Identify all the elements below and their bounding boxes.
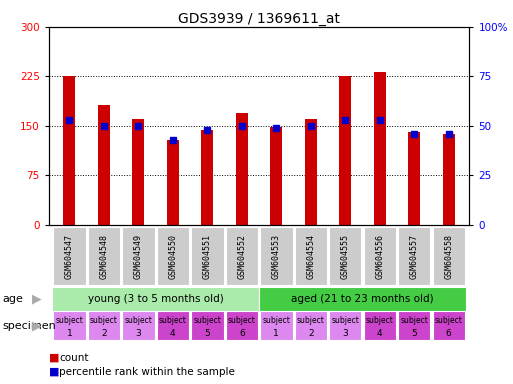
Text: ■: ■ [49, 353, 59, 362]
Bar [156, 311, 189, 340]
Text: subject: subject [400, 316, 428, 324]
Text: subject: subject [331, 316, 359, 324]
Bar [305, 119, 317, 225]
Bar [122, 227, 154, 285]
Bar [294, 311, 327, 340]
Bar [88, 311, 120, 340]
Bar [191, 311, 224, 340]
Bar [259, 287, 466, 311]
Bar [398, 311, 430, 340]
Text: count: count [59, 353, 89, 362]
Bar [226, 311, 258, 340]
Text: GSM604553: GSM604553 [272, 234, 281, 279]
Bar [167, 140, 179, 225]
Text: GSM604547: GSM604547 [65, 234, 74, 279]
Text: GSM604554: GSM604554 [306, 234, 315, 279]
Bar [53, 311, 86, 340]
Text: 1: 1 [67, 329, 72, 338]
Bar [339, 76, 351, 225]
Text: ▶: ▶ [32, 319, 42, 332]
Bar [64, 76, 75, 225]
Text: 6: 6 [446, 329, 451, 338]
Bar [329, 311, 362, 340]
Text: subject: subject [193, 316, 221, 324]
Text: GSM604551: GSM604551 [203, 234, 212, 279]
Bar [122, 311, 154, 340]
Bar [408, 132, 420, 225]
Text: young (3 to 5 months old): young (3 to 5 months old) [88, 294, 224, 304]
Text: 2: 2 [308, 329, 313, 338]
Text: 1: 1 [273, 329, 279, 338]
Bar [52, 287, 259, 311]
Text: subject: subject [125, 316, 152, 324]
Text: 5: 5 [205, 329, 210, 338]
Bar [398, 227, 430, 285]
Text: subject: subject [435, 316, 463, 324]
Bar [294, 227, 327, 285]
Bar [373, 72, 386, 225]
Text: GSM604555: GSM604555 [341, 234, 350, 279]
Bar [432, 311, 465, 340]
Bar [364, 311, 396, 340]
Bar [98, 105, 110, 225]
Text: GSM604552: GSM604552 [238, 234, 246, 279]
Text: GSM604557: GSM604557 [410, 234, 419, 279]
Text: 4: 4 [170, 329, 175, 338]
Text: subject: subject [262, 316, 290, 324]
Bar [236, 113, 248, 225]
Text: specimen: specimen [3, 321, 56, 331]
Text: subject: subject [55, 316, 83, 324]
Text: 4: 4 [377, 329, 383, 338]
Text: subject: subject [90, 316, 118, 324]
Text: percentile rank within the sample: percentile rank within the sample [59, 367, 235, 377]
Bar [191, 227, 224, 285]
Bar [443, 134, 455, 225]
Bar [270, 127, 282, 225]
Text: ■: ■ [49, 367, 59, 377]
Text: GSM604549: GSM604549 [134, 234, 143, 279]
Bar [226, 227, 258, 285]
Text: GSM604548: GSM604548 [100, 234, 108, 279]
Bar [53, 227, 86, 285]
Text: 3: 3 [135, 329, 141, 338]
Bar [260, 311, 292, 340]
Bar [364, 227, 396, 285]
Text: subject: subject [159, 316, 187, 324]
Text: age: age [3, 294, 24, 304]
Text: GSM604550: GSM604550 [168, 234, 177, 279]
Text: 2: 2 [101, 329, 107, 338]
Text: subject: subject [297, 316, 325, 324]
Bar [132, 119, 145, 225]
Text: subject: subject [228, 316, 256, 324]
Text: subject: subject [366, 316, 393, 324]
Text: 3: 3 [342, 329, 348, 338]
Text: 6: 6 [239, 329, 245, 338]
Bar [260, 227, 292, 285]
Bar [432, 227, 465, 285]
Bar [156, 227, 189, 285]
Text: GSM604558: GSM604558 [444, 234, 453, 279]
Text: GSM604556: GSM604556 [375, 234, 384, 279]
Text: ▶: ▶ [32, 292, 42, 305]
Text: 5: 5 [411, 329, 417, 338]
Bar [88, 227, 120, 285]
Title: GDS3939 / 1369611_at: GDS3939 / 1369611_at [178, 12, 340, 26]
Bar [329, 227, 362, 285]
Bar [201, 131, 213, 225]
Text: aged (21 to 23 months old): aged (21 to 23 months old) [291, 294, 434, 304]
